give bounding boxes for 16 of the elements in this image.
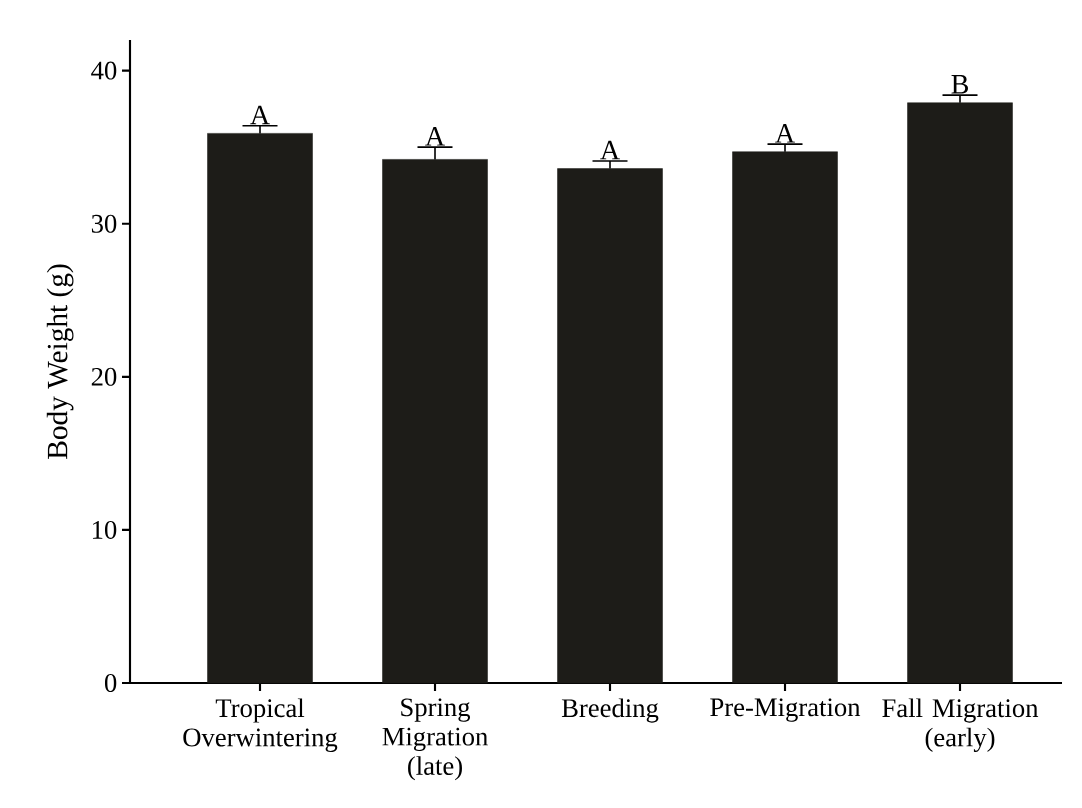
x-tick-label: Spring Migration (late) — [382, 698, 488, 781]
x-tick-label: Breeding — [561, 698, 659, 723]
y-tick-label: 20 — [91, 367, 117, 386]
annotation: A — [600, 140, 620, 160]
x-tick-label: Pre-Migration — [710, 698, 861, 722]
y-tick-label: 10 — [92, 520, 117, 539]
y-tick-label: 40 — [91, 61, 117, 80]
y-axis-title: Body Weight (g) — [46, 264, 74, 459]
annotation: B — [951, 75, 968, 94]
y-tick-label: 0 — [104, 674, 117, 692]
annotation: A — [250, 105, 270, 125]
annotation: A — [425, 127, 445, 146]
x-tick-label: Fall Migration (early) — [882, 698, 1039, 752]
x-tick-label: Tropical Overwintering — [183, 698, 338, 752]
y-tick-label: 30 — [91, 214, 117, 233]
annotation: A — [775, 124, 795, 143]
